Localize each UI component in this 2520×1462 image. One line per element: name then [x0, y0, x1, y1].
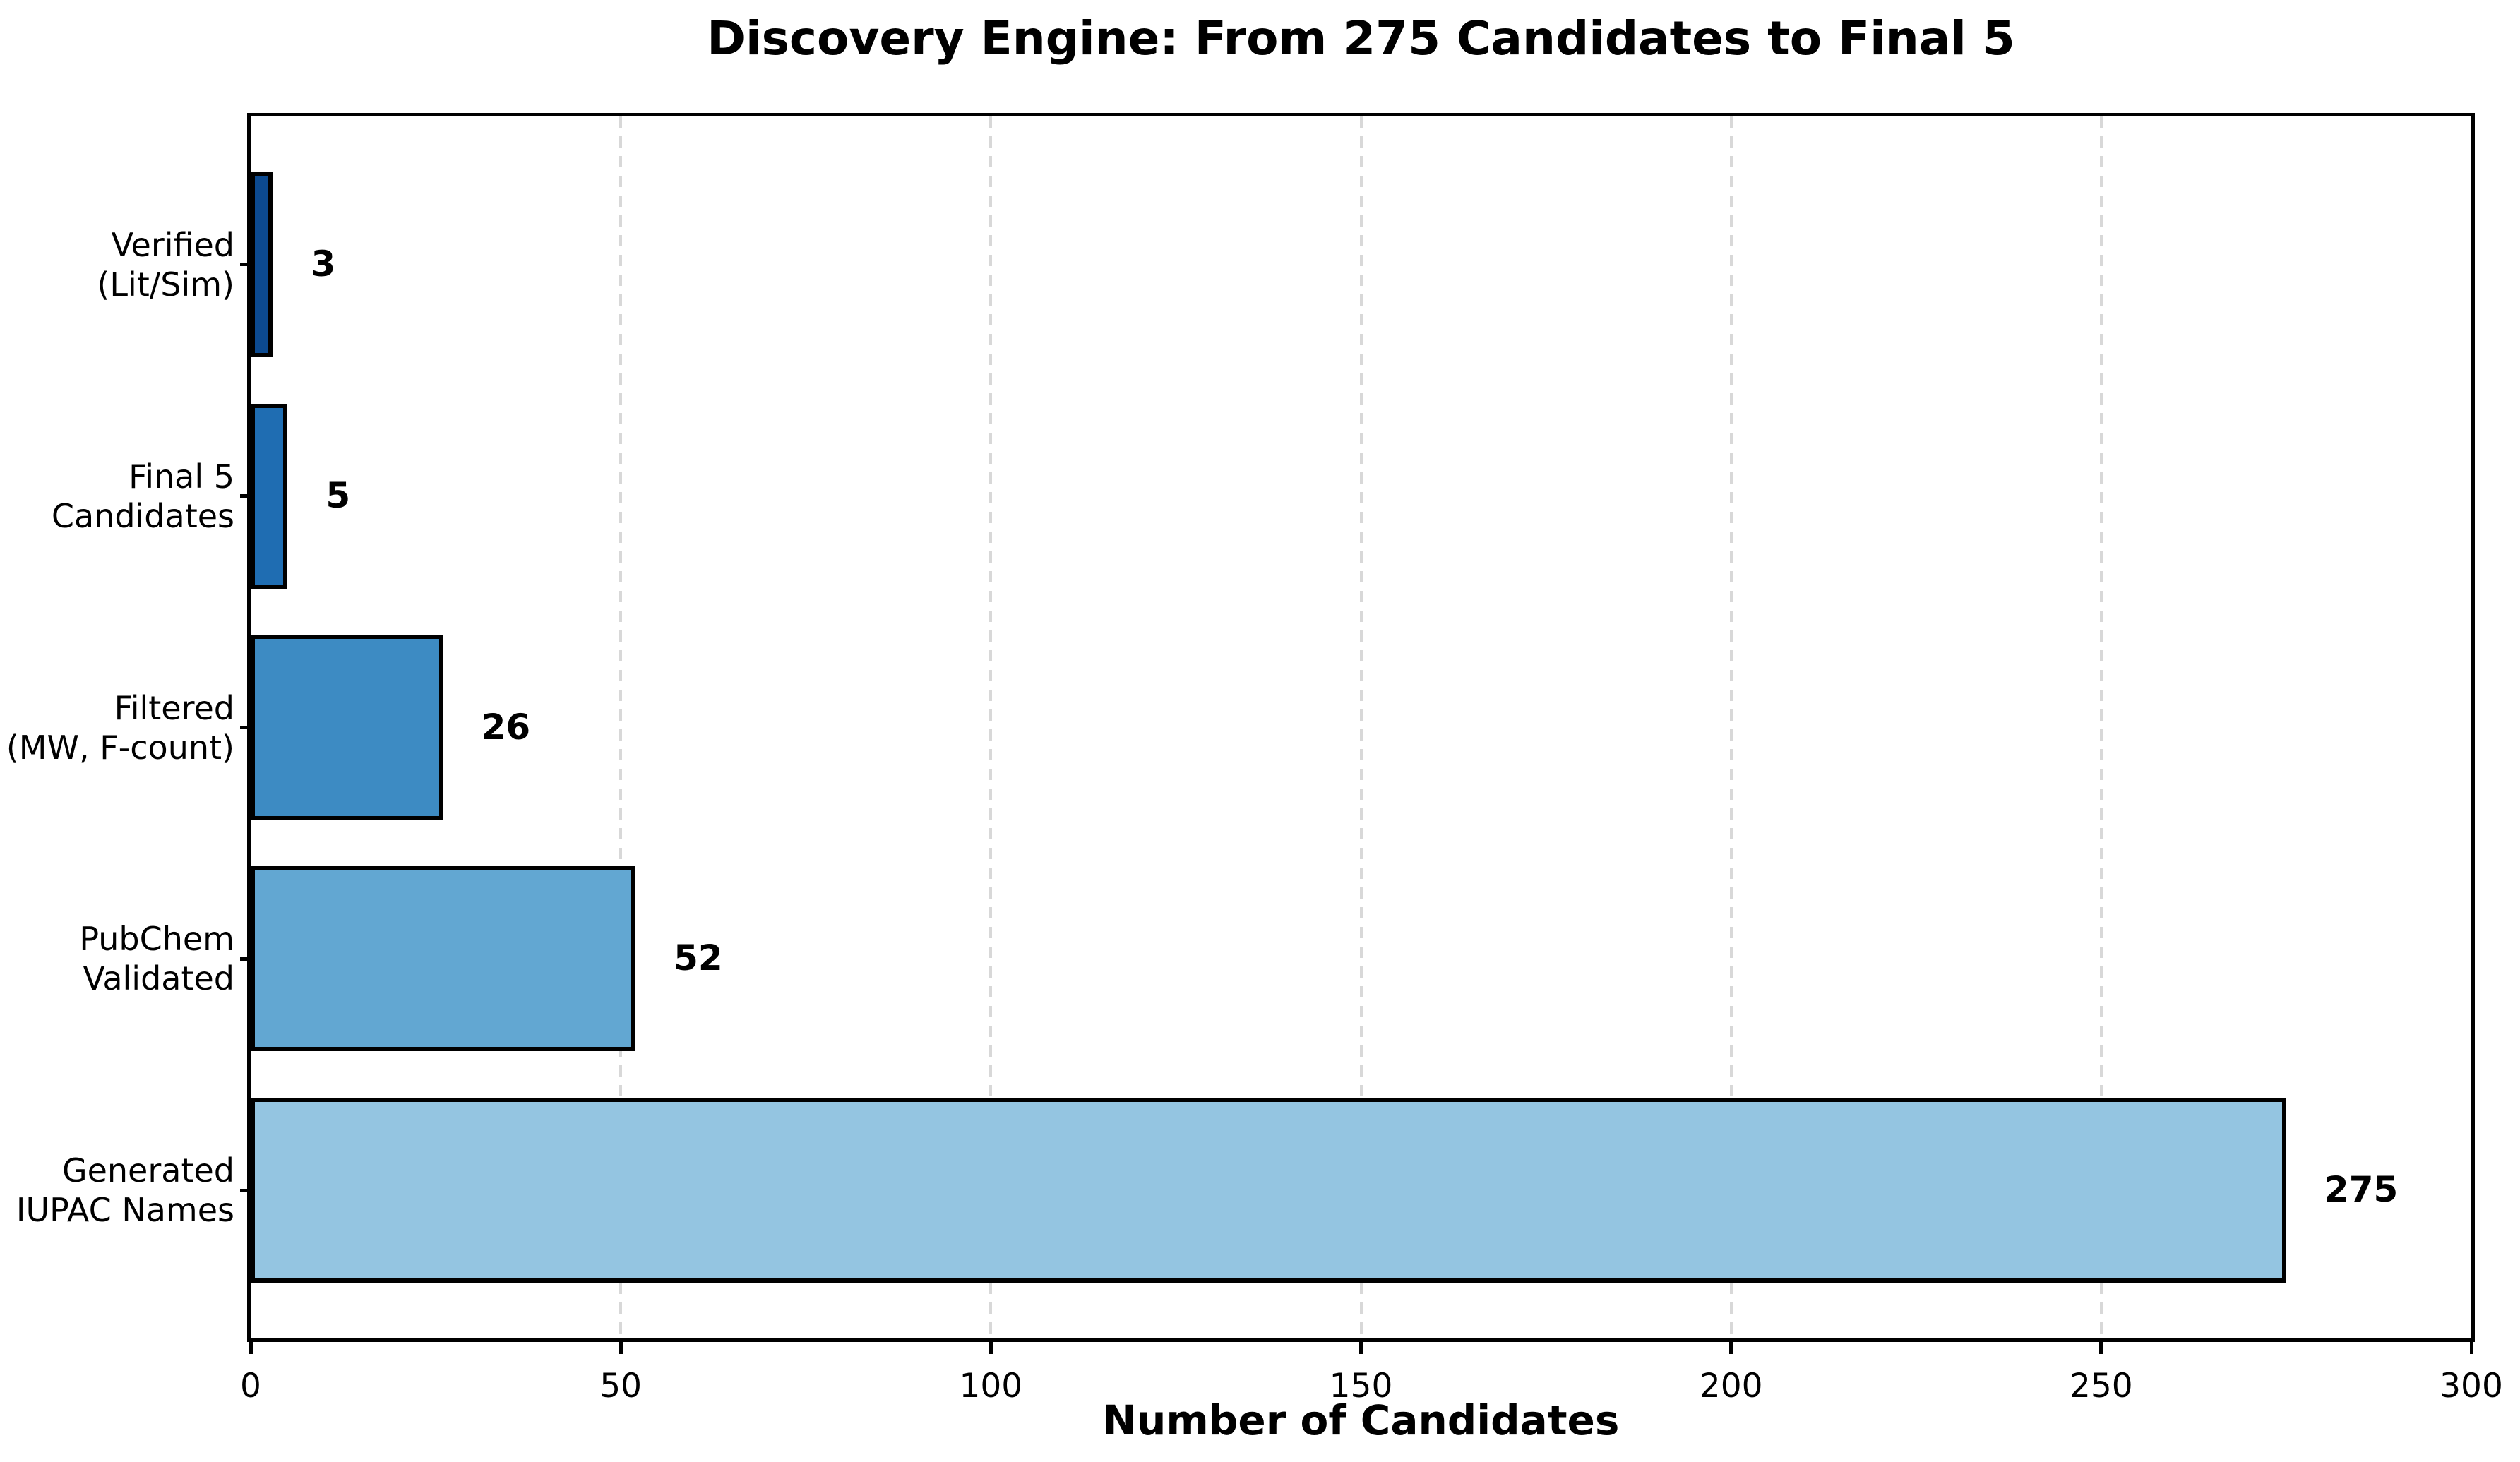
plot-area: 3 5 26 52 275: [251, 116, 2471, 1338]
y-category-label: PubChem Validated: [0, 919, 234, 998]
bar-value-label: 26: [481, 706, 531, 748]
bar-value-label: 5: [326, 474, 351, 516]
x-tick: [249, 1342, 253, 1354]
x-tick-label: 300: [2440, 1367, 2503, 1406]
x-tick: [1359, 1342, 1363, 1354]
y-tick: [240, 263, 251, 267]
y-category-label: Verified (Lit/Sim): [0, 225, 234, 304]
x-tick: [619, 1342, 623, 1354]
y-category-label-line: (Lit/Sim): [97, 265, 234, 304]
gridline-x-250: [2099, 116, 2103, 1338]
gridline-x-50: [619, 116, 623, 1338]
x-axis-title: Number of Candidates: [1102, 1396, 1620, 1444]
y-category-label-line: PubChem: [79, 920, 234, 959]
x-tick: [1729, 1342, 1733, 1354]
y-category-label-line: Final 5: [129, 457, 234, 496]
y-category-label: Generated IUPAC Names: [0, 1151, 234, 1230]
y-tick: [240, 494, 251, 498]
y-category-label: Filtered (MW, F-count): [0, 688, 234, 767]
y-category-label-line: Generated: [61, 1151, 234, 1190]
x-tick-label: 150: [1329, 1367, 1393, 1406]
y-category-label-line: Validated: [83, 959, 234, 998]
y-category-label-line: Filtered: [114, 688, 234, 727]
chart-title: Discovery Engine: From 275 Candidates to…: [707, 11, 2015, 66]
gridline-x-200: [1729, 116, 1733, 1338]
y-category-label-line: (MW, F-count): [6, 728, 234, 767]
bar-final-5-candidates: [251, 403, 288, 589]
x-tick: [2469, 1342, 2473, 1354]
bar-value-label: 52: [674, 937, 723, 979]
x-tick-label: 0: [240, 1367, 261, 1406]
bar-pubchem-validated: [251, 866, 636, 1052]
y-category-label-line: IUPAC Names: [16, 1191, 234, 1230]
x-tick-label: 250: [2069, 1367, 2133, 1406]
y-tick: [240, 957, 251, 961]
y-category-label-line: Candidates: [51, 496, 234, 535]
bar-verified-lit-sim-: [251, 172, 273, 357]
bar-value-label: 3: [311, 243, 336, 284]
x-tick-label: 50: [599, 1367, 643, 1406]
x-tick: [989, 1342, 993, 1354]
bar-generated-iupac-names: [251, 1098, 2286, 1283]
x-tick: [2099, 1342, 2103, 1354]
y-tick: [240, 1188, 251, 1192]
bar-filtered-mw-f-count-: [251, 635, 443, 820]
x-tick-label: 200: [1699, 1367, 1763, 1406]
x-tick-label: 100: [959, 1367, 1023, 1406]
y-tick: [240, 726, 251, 729]
gridline-x-100: [989, 116, 993, 1338]
y-category-label: Final 5 Candidates: [0, 457, 234, 536]
bar-value-label: 275: [2324, 1169, 2399, 1211]
gridline-x-150: [1359, 116, 1363, 1338]
y-category-label-line: Verified: [111, 225, 234, 264]
